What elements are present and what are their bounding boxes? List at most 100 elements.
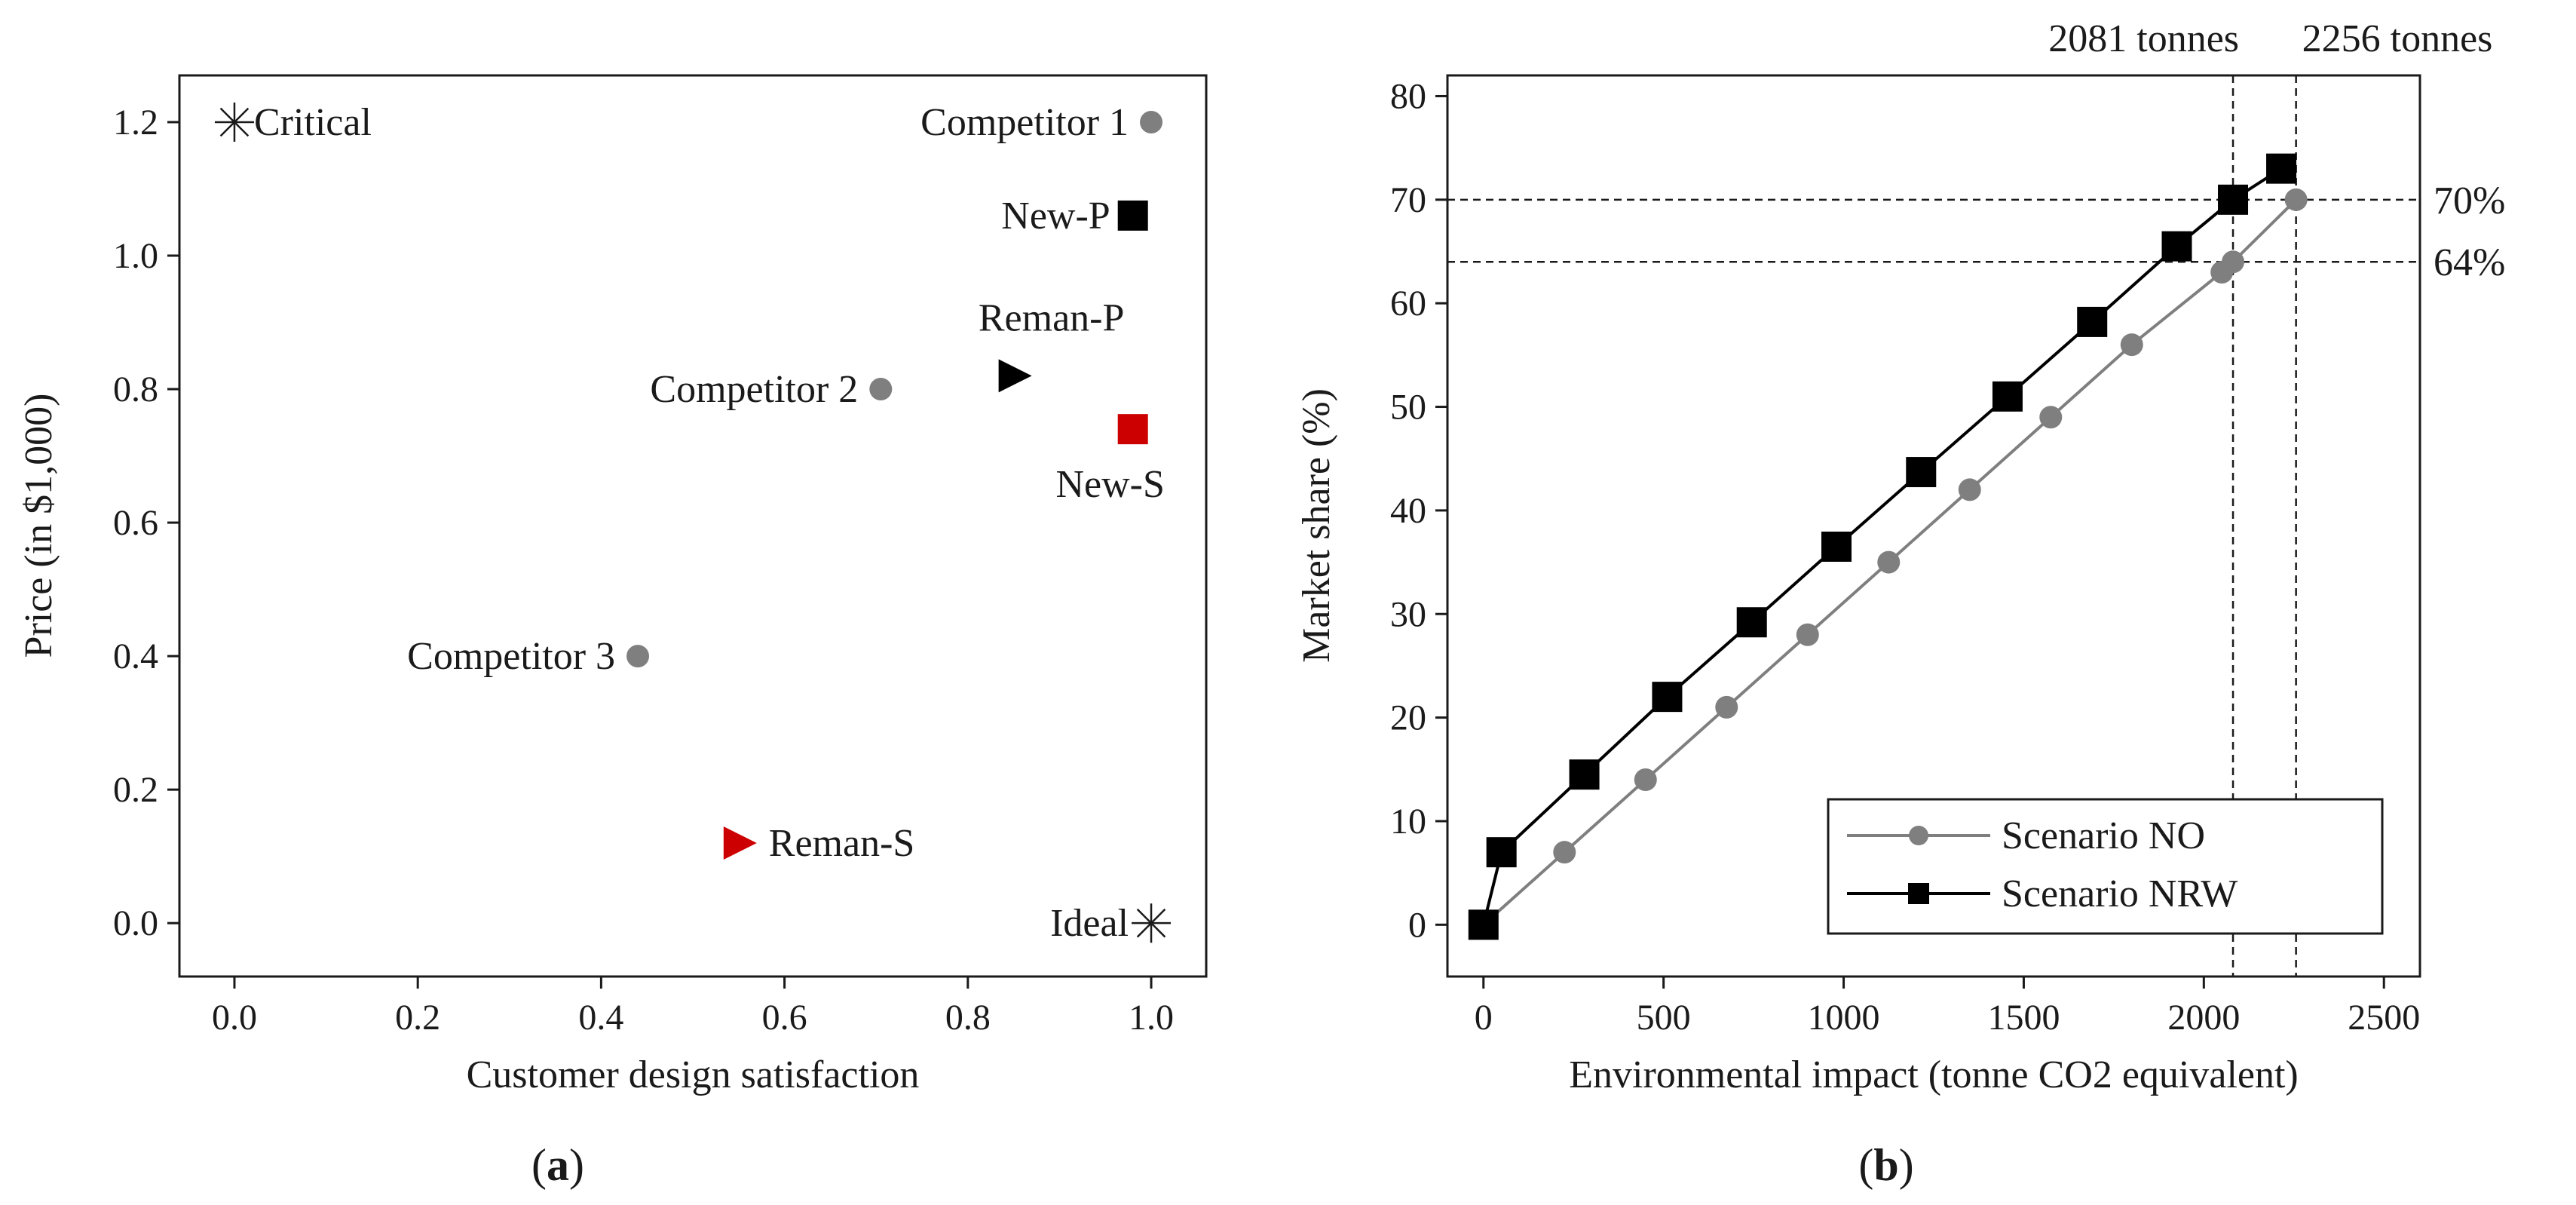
data-point-scenario-no (1796, 623, 1819, 646)
x-tick-label: 0.8 (945, 998, 991, 1038)
data-point-scenario-nrw (1468, 909, 1499, 940)
legend-box (1827, 798, 2384, 935)
y-tick-label: 0.0 (113, 903, 158, 943)
point-marker-critical (214, 102, 254, 142)
panel-a-plot-frame (178, 74, 1208, 978)
horizontal-ref-label: 64% (2434, 241, 2505, 284)
data-point-scenario-no (2120, 333, 2143, 357)
panel-a-caption-letter: a (547, 1140, 569, 1190)
data-point-scenario-nrw (1652, 682, 1683, 713)
point-marker-new-s (1117, 414, 1148, 445)
horizontal-ref-label: 70% (2434, 179, 2505, 222)
data-point-scenario-no (1634, 768, 1657, 792)
point-marker-new-p (1117, 200, 1148, 231)
point-new-s: New-S (1056, 414, 1165, 506)
panel-a-y-axis: 0.0 0.2 0.4 0.6 0.8 1.0 1.2 (113, 103, 179, 943)
series-scenario-no (1472, 188, 2308, 937)
point-marker-reman-s (723, 826, 757, 860)
panel-b-y-axis: 0 10 20 30 40 50 60 70 80 (1390, 76, 1447, 945)
data-point-scenario-no (1877, 550, 1901, 574)
point-label-new-s: New-S (1056, 463, 1165, 506)
panel-b-line-chart: 0 500 1000 1500 2000 2500 0 10 20 30 40 50 60 70 80 2… (1295, 17, 2505, 1190)
y-tick-label: 1.0 (113, 236, 158, 276)
panel-b-legend: Scenario NO Scenario NRW (1827, 798, 2384, 935)
x-tick-label: 1500 (1987, 998, 2060, 1038)
panel-b-series (1468, 153, 2308, 940)
data-point-scenario-nrw (1569, 759, 1600, 790)
legend-marker-scenario-no (1909, 826, 1928, 845)
y-tick-label: 1.2 (113, 103, 158, 143)
point-label-critical: Critical (254, 101, 372, 144)
point-critical: Critical (214, 101, 372, 144)
point-new-p: New-P (1001, 195, 1148, 238)
panel-a-x-axis-label: Customer design satisfaction (467, 1053, 920, 1096)
series-scenario-nrw (1468, 153, 2297, 940)
point-reman-s: Reman-S (723, 822, 915, 865)
data-point-scenario-nrw (2077, 306, 2108, 337)
point-label-competitor-1: Competitor 1 (920, 101, 1129, 144)
data-point-scenario-no (1715, 695, 1738, 719)
legend-label-scenario-nrw: Scenario NRW (2002, 872, 2238, 915)
panel-b-reference-lines: 2081 tonnes 2256 tonnes 70% 64% (1447, 17, 2505, 977)
panel-a-scatter-chart: 0.0 0.2 0.4 0.6 0.8 1.0 0.0 0.2 0.4 0.6 0.8 1.0 1.2… (17, 74, 1208, 1190)
panel-b-caption: (b) (1858, 1140, 1913, 1190)
point-label-new-p: New-P (1001, 195, 1110, 238)
data-point-scenario-nrw (1992, 381, 2023, 412)
point-marker-competitor-3 (626, 645, 650, 668)
point-marker-ideal (1132, 903, 1172, 943)
data-point-scenario-no (1553, 841, 1576, 864)
panel-b-x-axis-label: Environmental impact (tonne CO2 equivale… (1569, 1053, 2299, 1096)
x-tick-label: 2000 (2167, 998, 2240, 1038)
point-marker-competitor-1 (1140, 110, 1163, 133)
vertical-ref-label: 2256 tonnes (2302, 17, 2493, 60)
x-tick-label: 1.0 (1129, 998, 1174, 1038)
y-tick-label: 60 (1390, 284, 1426, 323)
x-tick-label: 2500 (2348, 998, 2420, 1038)
panel-a-x-axis: 0.0 0.2 0.4 0.6 0.8 1.0 (212, 977, 1174, 1038)
y-tick-label: 0.2 (113, 770, 158, 810)
point-label-reman-p: Reman-P (979, 296, 1125, 339)
y-tick-label: 0.6 (113, 503, 158, 543)
y-tick-label: 70 (1390, 180, 1426, 220)
y-tick-label: 20 (1390, 698, 1426, 738)
y-tick-label: 0 (1408, 905, 1426, 945)
y-tick-label: 40 (1390, 491, 1426, 531)
panel-b-x-axis: 0 500 1000 1500 2000 2500 (1475, 977, 2420, 1038)
data-point-scenario-no (2222, 250, 2245, 274)
vertical-ref-label: 2081 tonnes (2048, 17, 2239, 60)
point-competitor-1: Competitor 1 (920, 101, 1163, 144)
data-point-scenario-nrw (1906, 457, 1937, 488)
point-marker-critical-stroke (219, 107, 250, 137)
x-tick-label: 1000 (1808, 998, 1880, 1038)
data-point-scenario-nrw (1486, 837, 1517, 868)
data-point-scenario-nrw (2161, 231, 2192, 262)
x-tick-label: 0.6 (762, 998, 807, 1038)
panel-b-plot-frame (1446, 74, 2421, 978)
data-point-scenario-no (2039, 406, 2063, 429)
x-tick-label: 0.4 (578, 998, 623, 1038)
point-marker-competitor-2 (869, 378, 893, 401)
data-point-scenario-no (2284, 188, 2308, 211)
point-label-reman-s: Reman-S (769, 822, 915, 865)
panel-a-y-axis-label: Price (in $1,000) (17, 394, 60, 658)
panel-a-points: Critical Competitor 1 New-P Reman-P Competit… (214, 101, 1172, 945)
x-tick-label: 0 (1475, 998, 1493, 1038)
x-tick-label: 500 (1637, 998, 1691, 1038)
legend-label-scenario-no: Scenario NO (2002, 814, 2205, 857)
point-competitor-3: Competitor 3 (407, 635, 650, 678)
point-marker-reman-p (998, 359, 1032, 393)
data-point-scenario-nrw (1736, 607, 1767, 638)
panel-b-y-axis-label: Market share (%) (1295, 388, 1338, 663)
y-tick-label: 30 (1390, 594, 1426, 634)
data-point-scenario-nrw (2266, 153, 2297, 184)
y-tick-label: 80 (1390, 76, 1426, 116)
point-label-competitor-2: Competitor 2 (650, 368, 858, 411)
point-label-competitor-3: Competitor 3 (407, 635, 615, 678)
data-point-scenario-no (1958, 478, 1981, 501)
y-tick-label: 10 (1390, 802, 1426, 842)
point-reman-p: Reman-P (979, 296, 1125, 393)
panel-b-caption-letter: b (1873, 1140, 1898, 1190)
y-tick-label: 0.4 (113, 636, 158, 676)
data-point-scenario-nrw (2218, 184, 2249, 215)
